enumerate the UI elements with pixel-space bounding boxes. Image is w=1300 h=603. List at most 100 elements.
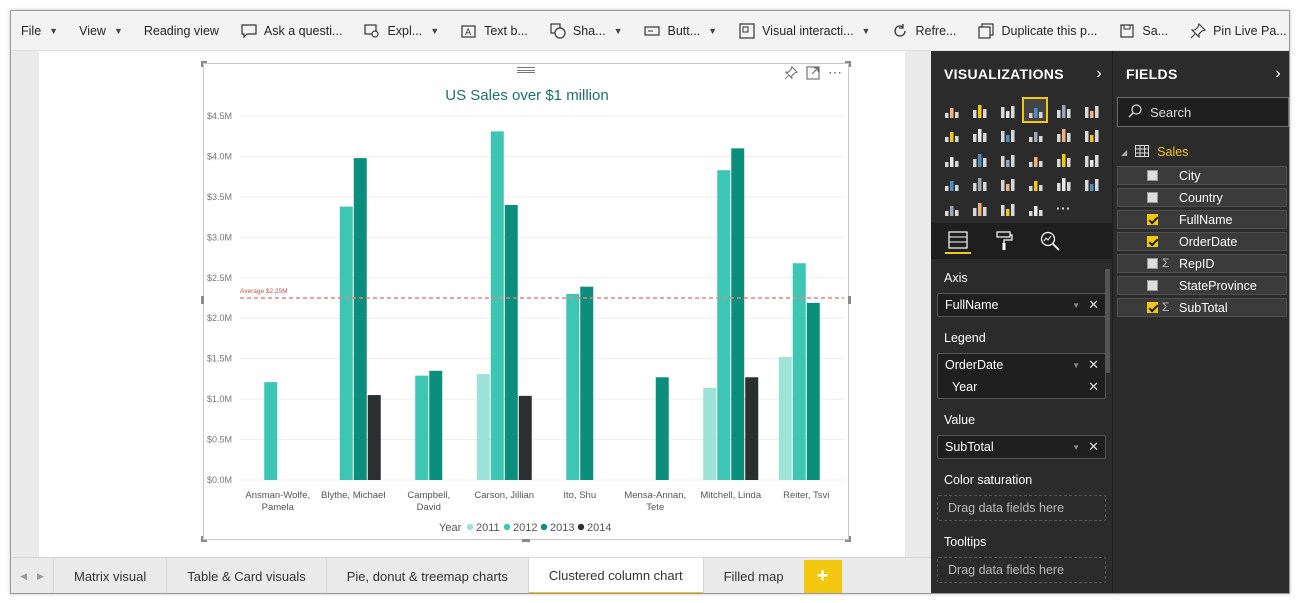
field-item-orderdate[interactable]: OrderDate <box>1117 232 1287 251</box>
analytics-magnifier-icon[interactable] <box>1037 228 1063 254</box>
add-page-button[interactable]: + <box>803 560 842 593</box>
color-saturation-drop-zone[interactable]: Drag data fields here <box>937 495 1106 521</box>
field-item-repid[interactable]: Σ RepID <box>1117 254 1287 273</box>
duplicate-page-button[interactable]: Duplicate this p... <box>977 11 1106 51</box>
legend-subfield[interactable]: Year ✕ <box>938 376 1105 398</box>
pin-visual-icon[interactable] <box>784 65 799 83</box>
tab-filled-map[interactable]: Filled map <box>702 558 804 593</box>
legend-well[interactable]: OrderDate ▼ ✕ Year ✕ <box>937 353 1106 399</box>
clustered-bar-icon[interactable] <box>996 99 1018 121</box>
focus-mode-icon[interactable] <box>806 66 820 83</box>
clustered-column-icon[interactable] <box>1022 97 1048 123</box>
chevron-left-icon[interactable]: ◀ <box>20 571 27 581</box>
pin-live-page-button[interactable]: Pin Live Pa... <box>1189 11 1289 51</box>
stacked-area-icon[interactable] <box>996 124 1018 146</box>
tab-pie-donut-treemap[interactable]: Pie, donut & treemap charts <box>325 558 528 593</box>
field-checkbox[interactable] <box>1147 302 1158 313</box>
donut-icon[interactable] <box>1024 148 1046 170</box>
resize-handle[interactable] <box>201 536 207 542</box>
resize-handle[interactable] <box>845 61 851 67</box>
matrix-icon[interactable] <box>996 197 1018 219</box>
search-input[interactable]: Search <box>1117 97 1289 127</box>
field-checkbox[interactable] <box>1147 258 1158 269</box>
field-checkbox[interactable] <box>1147 214 1158 225</box>
shapes-button[interactable]: Sha... ▼ <box>549 11 632 51</box>
expand-triangle-icon[interactable]: ◢ <box>1121 147 1128 157</box>
waterfall-icon[interactable] <box>940 148 962 170</box>
fields-tab-icon[interactable] <box>945 228 971 254</box>
stacked-column-icon[interactable] <box>968 99 990 121</box>
value-well[interactable]: SubTotal ▼ ✕ <box>937 435 1106 459</box>
resize-handle[interactable] <box>201 61 207 67</box>
more-visuals-icon[interactable]: ⋯ <box>1055 200 1071 217</box>
remove-field-icon[interactable]: ✕ <box>1088 439 1099 454</box>
visual-interactions-button[interactable]: Visual interacti... ▼ <box>738 11 879 51</box>
field-item-city[interactable]: City <box>1117 166 1287 185</box>
100-stacked-column-icon[interactable] <box>1080 99 1102 121</box>
field-checkbox[interactable] <box>1147 280 1158 291</box>
ribbon-chart-icon[interactable] <box>1080 124 1102 146</box>
tab-table-card-visuals[interactable]: Table & Card visuals <box>166 558 326 593</box>
multi-row-card-icon[interactable] <box>1052 173 1074 195</box>
resize-handle[interactable] <box>845 536 851 542</box>
axis-well[interactable]: FullName ▼ ✕ <box>937 293 1106 317</box>
text-box-button[interactable]: A Text b... <box>460 11 537 51</box>
kpi-icon[interactable] <box>1080 173 1102 195</box>
refresh-button[interactable]: Refre... <box>891 11 965 51</box>
chevron-down-icon[interactable]: ▼ <box>1072 300 1081 310</box>
view-menu[interactable]: View ▼ <box>79 11 132 51</box>
collapse-pane-icon[interactable]: › <box>1275 65 1281 82</box>
clustered-column-chart-visual[interactable]: ⋯ US Sales over $1 million $0.0M $0.5M $1.… <box>201 61 851 542</box>
filled-map-icon[interactable] <box>940 173 962 195</box>
line-column-icon[interactable] <box>1024 124 1046 146</box>
scatter-icon[interactable] <box>968 148 990 170</box>
pane-scrollbar[interactable] <box>1105 269 1110 373</box>
remove-field-icon[interactable]: ✕ <box>1088 357 1099 372</box>
slicer-icon[interactable] <box>940 197 962 219</box>
legend-field[interactable]: OrderDate ▼ ✕ <box>938 354 1105 376</box>
value-field[interactable]: SubTotal ▼ ✕ <box>938 436 1105 458</box>
format-paint-roller-icon[interactable] <box>991 228 1017 254</box>
field-item-subtotal[interactable]: Σ SubTotal <box>1117 298 1287 317</box>
area-chart-icon[interactable] <box>968 124 990 146</box>
file-menu[interactable]: File ▼ <box>21 11 67 51</box>
remove-field-icon[interactable]: ✕ <box>1088 379 1099 394</box>
resize-handle[interactable] <box>848 296 851 304</box>
save-button[interactable]: Sa... <box>1118 11 1177 51</box>
pie-icon[interactable] <box>996 148 1018 170</box>
card-icon[interactable] <box>1024 173 1046 195</box>
reading-view-button[interactable]: Reading view <box>144 11 228 51</box>
drag-handle-icon[interactable] <box>517 67 535 73</box>
more-options-icon[interactable]: ⋯ <box>828 64 842 80</box>
field-checkbox[interactable] <box>1147 170 1158 181</box>
field-item-country[interactable]: Country <box>1117 188 1287 207</box>
explore-button[interactable]: Expl... ▼ <box>363 11 448 51</box>
map-icon[interactable] <box>1080 148 1102 170</box>
tooltips-drop-zone[interactable]: Drag data fields here <box>937 557 1106 583</box>
chevron-right-icon[interactable]: ▶ <box>37 571 44 581</box>
line-clustered-column-icon[interactable] <box>1052 124 1074 146</box>
resize-handle[interactable] <box>201 296 204 304</box>
funnel-icon[interactable] <box>968 173 990 195</box>
ask-question-button[interactable]: Ask a questi... <box>240 11 352 51</box>
chevron-down-icon[interactable]: ▼ <box>1072 442 1081 452</box>
tab-clustered-column-chart[interactable]: Clustered column chart <box>527 558 703 593</box>
line-chart-icon[interactable] <box>940 124 962 146</box>
field-item-stateprovince[interactable]: StateProvince <box>1117 276 1287 295</box>
gauge-icon[interactable] <box>996 173 1018 195</box>
table-sales[interactable]: ◢ Sales <box>1113 127 1289 163</box>
field-checkbox[interactable] <box>1147 192 1158 203</box>
stacked-bar-icon[interactable] <box>940 99 962 121</box>
treemap-icon[interactable] <box>1052 148 1074 170</box>
globe-icon[interactable] <box>1024 197 1046 219</box>
axis-field[interactable]: FullName ▼ ✕ <box>938 294 1105 316</box>
table-icon[interactable] <box>968 197 990 219</box>
tab-matrix-visual[interactable]: Matrix visual <box>53 558 167 593</box>
collapse-pane-icon[interactable]: › <box>1096 65 1102 82</box>
100-stacked-bar-icon[interactable] <box>1052 99 1074 121</box>
remove-field-icon[interactable]: ✕ <box>1088 297 1099 312</box>
chevron-down-icon[interactable]: ▼ <box>1072 360 1081 370</box>
field-checkbox[interactable] <box>1147 236 1158 247</box>
buttons-button[interactable]: Butt... ▼ <box>643 11 726 51</box>
resize-handle[interactable] <box>522 539 530 542</box>
